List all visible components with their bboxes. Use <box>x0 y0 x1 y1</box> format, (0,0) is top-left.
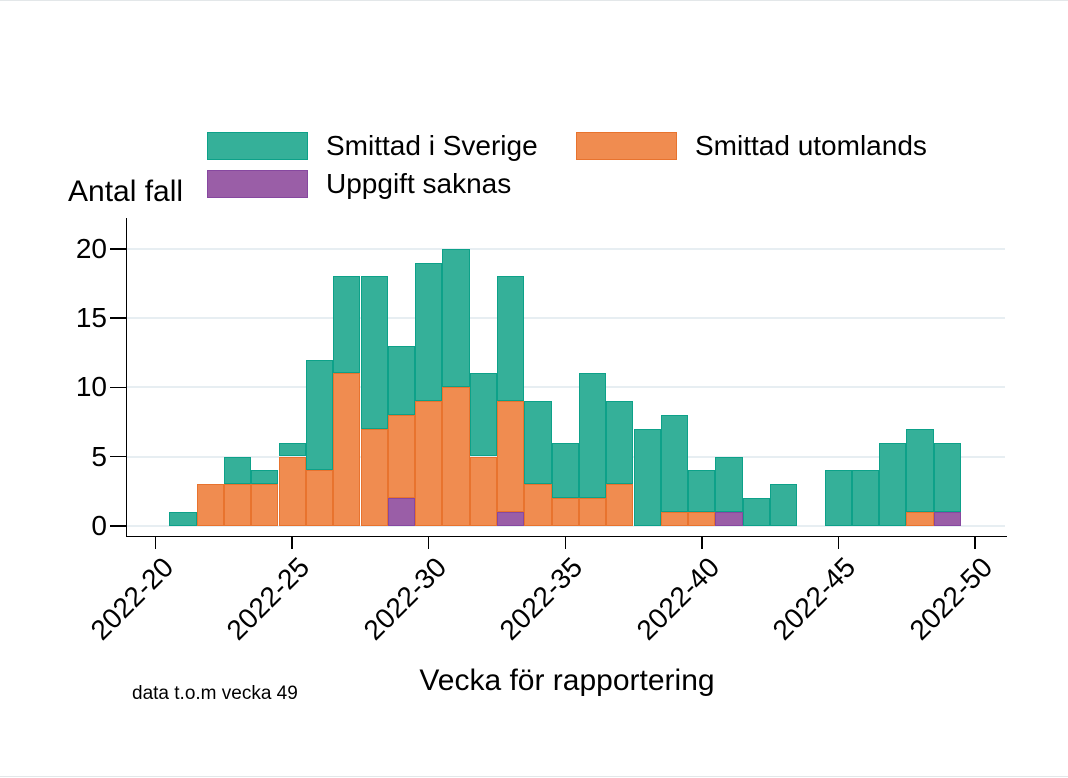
bar-2022-22-utomlands <box>196 484 224 526</box>
bar-2022-32-utomlands <box>469 456 497 526</box>
legend-label-sverige: Smittad i Sverige <box>326 130 538 161</box>
legend-item-saknas: Uppgift saknas <box>207 169 511 199</box>
bar-2022-33-utomlands <box>497 401 525 512</box>
bar-2022-29-sverige <box>387 345 416 415</box>
bar-2022-35-utomlands <box>551 498 579 526</box>
bar-2022-34-utomlands <box>524 484 552 526</box>
y-tick <box>110 386 126 388</box>
bar-2022-47-sverige <box>879 442 907 526</box>
y-tick <box>110 525 126 527</box>
bar-2022-40-sverige <box>688 470 716 512</box>
y-tick <box>110 317 126 319</box>
bar-2022-36-sverige <box>578 373 607 498</box>
bar-2022-33-saknas <box>497 511 525 526</box>
legend-label-saknas: Uppgift saknas <box>326 168 512 199</box>
x-tick <box>154 537 157 549</box>
bar-2022-25-sverige <box>278 442 306 457</box>
bar-2022-36-utomlands <box>578 498 607 526</box>
x-tick <box>291 537 293 549</box>
gridline <box>127 317 1005 319</box>
legend-swatch-sverige <box>207 132 308 160</box>
x-axis-line <box>125 535 1007 537</box>
legend-item-utomlands: Smittad utomlands <box>576 131 927 161</box>
bar-2022-37-utomlands <box>606 484 634 526</box>
x-tick <box>564 537 566 549</box>
bar-2022-38-sverige <box>633 428 661 526</box>
bar-2022-21-sverige <box>169 511 197 526</box>
bar-2022-26-sverige <box>305 359 334 471</box>
gridline <box>127 247 1005 250</box>
x-tick <box>701 537 703 549</box>
bar-2022-23-sverige <box>223 456 252 485</box>
bar-2022-24-sverige <box>251 470 279 485</box>
bar-2022-48-utomlands <box>906 511 934 526</box>
chart-note: data t.o.m vecka 49 <box>132 683 298 704</box>
bar-2022-46-sverige <box>851 470 880 526</box>
bar-2022-39-utomlands <box>660 511 689 526</box>
y-tick <box>110 455 126 458</box>
bar-2022-41-saknas <box>715 511 743 526</box>
bar-2022-32-sverige <box>469 373 497 457</box>
y-axis-title: Antal fall <box>68 175 184 208</box>
y-tick-label: 15 <box>75 302 107 333</box>
bar-2022-30-utomlands <box>415 401 443 526</box>
y-tick-label: 5 <box>91 440 107 472</box>
x-tick <box>837 537 839 549</box>
gridline <box>127 386 1005 389</box>
bar-2022-43-sverige <box>769 484 798 526</box>
y-tick <box>110 248 126 250</box>
y-tick-label: 0 <box>91 509 107 541</box>
bar-2022-29-utomlands <box>387 414 416 498</box>
bar-2022-42-sverige <box>742 498 770 526</box>
x-tick <box>974 537 976 549</box>
bar-2022-40-utomlands <box>688 511 716 526</box>
bar-2022-37-sverige <box>606 401 634 485</box>
bar-2022-49-sverige <box>933 442 962 512</box>
x-axis-title: Vecka för rapportering <box>419 664 715 697</box>
y-tick-label: 20 <box>75 232 107 264</box>
bar-2022-39-sverige <box>660 414 689 512</box>
bar-2022-31-utomlands <box>442 387 470 526</box>
bar-2022-45-sverige <box>824 470 852 526</box>
bar-2022-24-utomlands <box>251 484 279 526</box>
bar-2022-33-sverige <box>497 276 525 401</box>
bar-2022-34-sverige <box>524 401 552 485</box>
bar-2022-23-utomlands <box>223 484 252 526</box>
bar-2022-48-sverige <box>906 428 934 512</box>
bar-2022-28-sverige <box>360 276 388 429</box>
y-tick-label: 10 <box>75 371 107 403</box>
bar-2022-27-utomlands <box>333 373 361 526</box>
bar-2022-28-utomlands <box>360 428 388 526</box>
legend-item-sverige: Smittad i Sverige <box>207 131 538 161</box>
bar-2022-26-utomlands <box>305 470 334 526</box>
x-tick <box>427 537 430 549</box>
y-axis-line <box>125 218 127 537</box>
bar-2022-25-utomlands <box>278 456 306 526</box>
bar-2022-49-saknas <box>933 511 962 526</box>
legend-label-utomlands: Smittad utomlands <box>695 130 927 161</box>
legend-swatch-utomlands <box>576 132 677 160</box>
bar-2022-41-sverige <box>715 456 743 512</box>
bar-2022-31-sverige <box>442 248 470 388</box>
bar-2022-30-sverige <box>415 262 443 402</box>
legend-swatch-saknas <box>207 170 308 198</box>
gridline <box>127 524 1005 527</box>
bar-2022-27-sverige <box>333 276 361 374</box>
bar-2022-35-sverige <box>551 442 579 498</box>
bar-2022-29-saknas <box>387 498 416 526</box>
